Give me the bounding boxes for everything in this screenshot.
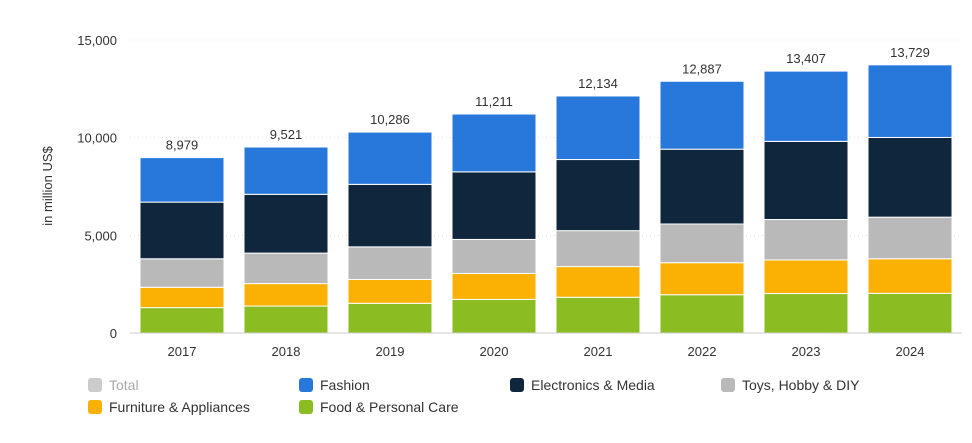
- y-tick-label: 15,000: [77, 33, 117, 48]
- bar-segment-2019-0[interactable]: [347, 302, 433, 334]
- bar-segment-2019-2[interactable]: [347, 246, 433, 280]
- y-tick-label: 0: [110, 326, 117, 341]
- bar-segment-2018-4[interactable]: [243, 146, 329, 195]
- bar-segment-2022-2[interactable]: [659, 223, 745, 264]
- bar-segment-2018-1[interactable]: [243, 283, 329, 307]
- bar-segment-2020-4[interactable]: [451, 113, 537, 173]
- x-axis-ticks: 2017 2018 2019 2020 2021 2022 2023 2024: [168, 344, 925, 359]
- bar-segment-2021-3[interactable]: [555, 159, 641, 232]
- bar-segment-2020-1[interactable]: [451, 272, 537, 300]
- bar-segment-2024-1[interactable]: [867, 258, 953, 294]
- bar-segment-2017-4[interactable]: [139, 157, 225, 203]
- legend[interactable]: Total Fashion Electronics & Media Toys, Hob…: [88, 377, 860, 415]
- bar-segment-2021-4[interactable]: [555, 95, 641, 161]
- legend-item-0[interactable]: Total: [88, 377, 139, 393]
- bar-segment-2023-1[interactable]: [763, 259, 849, 295]
- bar-segment-2018-2[interactable]: [243, 252, 329, 285]
- bar-segment-2020-2[interactable]: [451, 238, 537, 274]
- bar-segment-2020-0[interactable]: [451, 298, 537, 334]
- y-axis-title: in million US$: [40, 145, 55, 225]
- total-label-2023: 13,407: [786, 51, 826, 66]
- legend-label: Total: [109, 377, 139, 393]
- legend-swatch: [88, 378, 102, 392]
- bar-segment-2022-3[interactable]: [659, 148, 745, 225]
- bar-segment-2017-1[interactable]: [139, 286, 225, 309]
- bar-segment-2021-2[interactable]: [555, 230, 641, 268]
- gridlines: [130, 39, 962, 236]
- bar-segment-2021-1[interactable]: [555, 266, 641, 298]
- total-label-2018: 9,521: [270, 127, 303, 142]
- bar-segment-2017-0[interactable]: [139, 307, 225, 334]
- legend-item-1[interactable]: Fashion: [299, 377, 370, 393]
- legend-swatch: [299, 400, 313, 414]
- bar-segment-2022-0[interactable]: [659, 294, 745, 334]
- bar-segment-2024-4[interactable]: [867, 64, 953, 138]
- total-label-2019: 10,286: [370, 112, 410, 127]
- bar-segment-2019-1[interactable]: [347, 278, 433, 304]
- legend-swatch: [721, 378, 735, 392]
- legend-label: Furniture & Appliances: [109, 399, 250, 415]
- bar-segment-2017-2[interactable]: [139, 258, 225, 288]
- bar-segment-2019-4[interactable]: [347, 131, 433, 185]
- x-tick-label-2019: 2019: [376, 344, 405, 359]
- bar-segment-2022-4[interactable]: [659, 80, 745, 150]
- y-tick-label: 10,000: [77, 131, 117, 146]
- total-label-2017: 8,979: [166, 138, 199, 153]
- bar-segment-2021-0[interactable]: [555, 296, 641, 334]
- legend-item-4[interactable]: Furniture & Appliances: [88, 399, 250, 415]
- legend-swatch: [510, 378, 524, 392]
- bar-segment-2018-3[interactable]: [243, 193, 329, 254]
- bars[interactable]: [139, 64, 953, 334]
- bar-segment-2023-2[interactable]: [763, 219, 849, 261]
- bar-segment-2019-3[interactable]: [347, 183, 433, 248]
- bar-segment-2020-3[interactable]: [451, 171, 537, 240]
- bar-segment-2023-4[interactable]: [763, 70, 849, 142]
- legend-swatch: [88, 400, 102, 414]
- bar-segment-2024-3[interactable]: [867, 136, 953, 218]
- legend-item-5[interactable]: Food & Personal Care: [299, 399, 459, 415]
- bar-segment-2023-0[interactable]: [763, 293, 849, 334]
- bar-segment-2022-1[interactable]: [659, 262, 745, 296]
- bar-segment-2024-2[interactable]: [867, 216, 953, 260]
- legend-label: Toys, Hobby & DIY: [742, 377, 860, 393]
- y-axis-ticks: 0 5,000 10,000 15,000: [77, 33, 117, 341]
- total-label-2020: 11,211: [475, 94, 513, 109]
- x-tick-label-2017: 2017: [168, 344, 197, 359]
- legend-item-3[interactable]: Toys, Hobby & DIY: [721, 377, 860, 393]
- bar-segment-2024-0[interactable]: [867, 292, 953, 334]
- bar-segment-2023-3[interactable]: [763, 140, 849, 221]
- x-tick-label-2023: 2023: [792, 344, 821, 359]
- x-tick-label-2022: 2022: [688, 344, 717, 359]
- total-label-2022: 12,887: [682, 61, 722, 76]
- legend-label: Fashion: [320, 377, 370, 393]
- total-label-2021: 12,134: [578, 76, 618, 91]
- x-tick-label-2018: 2018: [272, 344, 301, 359]
- y-tick-label: 5,000: [84, 228, 117, 243]
- x-tick-label-2020: 2020: [480, 344, 509, 359]
- legend-label: Food & Personal Care: [320, 399, 459, 415]
- legend-label: Electronics & Media: [531, 377, 655, 393]
- total-label-2024: 13,729: [890, 45, 930, 60]
- x-tick-label-2021: 2021: [584, 344, 613, 359]
- legend-swatch: [299, 378, 313, 392]
- bar-segment-2018-0[interactable]: [243, 305, 329, 334]
- bar-segment-2017-3[interactable]: [139, 201, 225, 260]
- total-labels: 8,979 9,521 10,286 11,211 12,134 12,887 13,407…: [166, 45, 930, 153]
- legend-item-2[interactable]: Electronics & Media: [510, 377, 655, 393]
- x-tick-label-2024: 2024: [896, 344, 925, 359]
